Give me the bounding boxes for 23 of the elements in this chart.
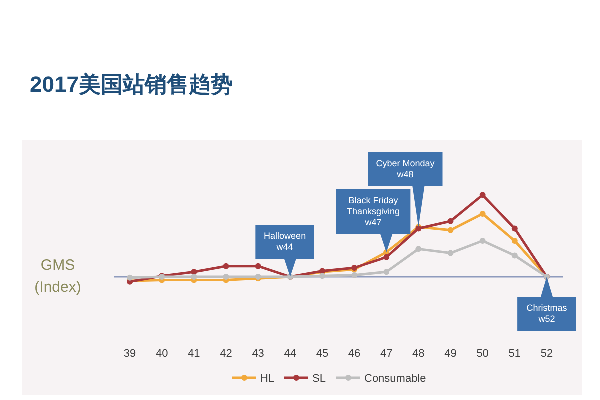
- x-tick-label: 45: [316, 348, 329, 360]
- annotation: Halloween w44: [264, 231, 306, 252]
- legend-label: HL: [260, 373, 275, 385]
- annotation: Christmas w52: [526, 303, 568, 324]
- legend-label: Consumable: [364, 373, 426, 385]
- x-tick-label: 47: [380, 348, 393, 360]
- x-tick-label: 44: [284, 348, 297, 360]
- x-tick-label: 49: [444, 348, 457, 360]
- x-tick-label: 41: [188, 348, 200, 360]
- x-tick-label: 50: [476, 348, 489, 360]
- y-axis-title: GMS (Index): [34, 257, 82, 296]
- x-tick-label: 39: [124, 348, 136, 360]
- x-tick-label: 40: [156, 348, 168, 360]
- annotation: Black Friday Thanksgiving w47: [346, 195, 400, 228]
- x-tick-label: 46: [348, 348, 361, 360]
- x-tick-label: 43: [252, 348, 264, 360]
- chart-title: 2017美国站销售趋势: [30, 72, 233, 97]
- x-tick-label: 51: [508, 348, 522, 360]
- annotation: Cyber Monday w48: [376, 158, 436, 180]
- x-tick-label: 42: [220, 348, 232, 360]
- x-tick-label: 48: [412, 348, 425, 360]
- x-tick-label: 52: [540, 348, 554, 360]
- legend-label: SL: [312, 373, 326, 385]
